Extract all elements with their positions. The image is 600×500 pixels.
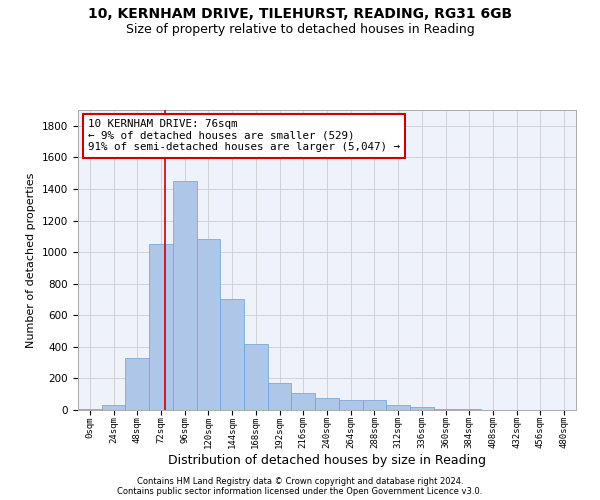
Bar — [339, 400, 362, 410]
Text: 10 KERNHAM DRIVE: 76sqm
← 9% of detached houses are smaller (529)
91% of semi-de: 10 KERNHAM DRIVE: 76sqm ← 9% of detached… — [88, 119, 400, 152]
Text: Size of property relative to detached houses in Reading: Size of property relative to detached ho… — [125, 22, 475, 36]
Text: Contains public sector information licensed under the Open Government Licence v3: Contains public sector information licen… — [118, 487, 482, 496]
Bar — [197, 240, 220, 410]
Bar — [149, 244, 173, 410]
Bar — [315, 398, 339, 410]
Bar — [125, 358, 149, 410]
Bar — [173, 181, 197, 410]
Bar — [410, 407, 434, 410]
Bar — [434, 409, 457, 410]
Bar — [268, 383, 292, 410]
Text: Contains HM Land Registry data © Crown copyright and database right 2024.: Contains HM Land Registry data © Crown c… — [137, 477, 463, 486]
Bar — [362, 400, 386, 410]
Bar — [220, 300, 244, 410]
Bar — [292, 394, 315, 410]
Text: 10, KERNHAM DRIVE, TILEHURST, READING, RG31 6GB: 10, KERNHAM DRIVE, TILEHURST, READING, R… — [88, 8, 512, 22]
Bar — [102, 406, 125, 410]
Bar — [244, 344, 268, 410]
X-axis label: Distribution of detached houses by size in Reading: Distribution of detached houses by size … — [168, 454, 486, 467]
Bar — [386, 406, 410, 410]
Y-axis label: Number of detached properties: Number of detached properties — [26, 172, 37, 348]
Bar — [457, 409, 481, 410]
Bar — [78, 409, 102, 410]
